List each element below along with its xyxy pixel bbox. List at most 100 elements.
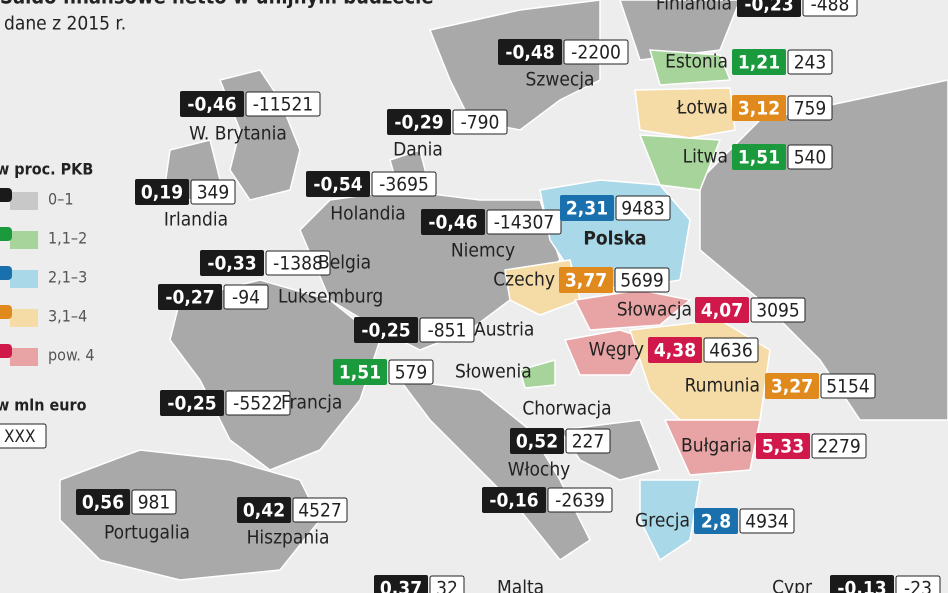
pkb-badge [237,497,291,523]
euro-label: -3695 [379,174,429,196]
euro-label: 349 [197,182,230,204]
euro-box [787,144,833,170]
pkb-badge [135,179,189,205]
pkb-badge [695,297,749,323]
pkb-label: -0,46 [187,94,236,116]
country-name: Słowenia [455,361,532,383]
euro-label: -488 [811,0,850,16]
euro-label: -94 [232,287,260,309]
legend-marker [0,266,12,280]
euro-box [371,171,437,197]
pkb-badge [387,109,451,135]
euro-box [739,508,795,534]
pkb-label: 0,19 [141,182,183,204]
euro-label: -790 [461,112,500,134]
legend-euro-title: w mln euro [0,396,87,415]
legend-label: pow. 4 [48,346,95,365]
pkb-label: 3,27 [771,376,813,398]
pkb-badge [732,49,786,75]
country-name: Austria [474,319,534,341]
pkb-badge [498,39,562,65]
euro-box [895,575,941,593]
euro-box [419,317,475,343]
legend-swatch [10,231,38,249]
euro-box [486,209,562,235]
subtitle: dane z 2015 r. [4,13,126,35]
euro-label: 5154 [826,376,870,398]
legend-title: w proc. PKB [0,160,93,179]
euro-box [131,489,177,515]
country-name: Francja [281,392,342,414]
title: Saldo finansowe netto w unijnym budżecie [0,0,434,9]
euro-box [614,267,670,293]
pkb-badge [756,433,810,459]
euro-box [811,433,867,459]
pkb-label: 1,51 [738,147,780,169]
country-name: Chorwacja [522,398,611,420]
legend-marker [0,227,12,241]
euro-box [802,0,858,17]
pkb-badge [830,575,894,593]
euro-box [225,390,291,416]
legend-swatch [10,192,38,210]
pkb-label: 4,07 [701,300,743,322]
legend-label: 3,1–4 [48,307,87,326]
euro-box [787,95,833,121]
pkb-label: 1,51 [339,362,381,384]
euro-box [245,91,321,117]
euro-label: -11521 [253,94,314,116]
euro-label: -23 [904,578,932,593]
pkb-label: -0,27 [165,287,214,309]
pkb-label: 3,77 [565,270,607,292]
legend-label: 2,1–3 [48,268,87,287]
country-name: Grecja [635,510,690,532]
pkb-badge [648,337,702,363]
pkb-badge [180,91,244,117]
pkb-label: -0,13 [837,578,886,593]
euro-label: 4527 [298,500,342,522]
pkb-badge [732,144,786,170]
legend-marker [0,188,12,202]
euro-box [787,49,833,75]
pkb-label: 0,42 [243,500,285,522]
euro-label: -2200 [571,42,621,64]
country-name: Holandia [330,203,405,225]
pkb-badge [560,195,614,221]
country-name: Finlandia [656,0,732,15]
legend-marker [0,344,12,358]
legend-swatch [10,270,38,288]
pkb-badge [160,390,224,416]
euro-box [563,39,629,65]
country-name: Dania [393,139,443,161]
pkb-label: 2,31 [566,198,608,220]
euro-box [452,109,508,135]
euro-box [703,337,759,363]
pkb-label: -0,54 [313,174,362,196]
pkb-label: -0,29 [394,112,443,134]
pkb-label: 2,8 [701,511,731,533]
country-name: Cypr [772,577,813,593]
pkb-badge [158,284,222,310]
euro-box [388,359,434,385]
euro-label: 32 [436,578,458,593]
euro-label: -14307 [494,212,555,234]
pkb-label: 4,38 [654,340,696,362]
euro-box [265,250,331,276]
pkb-label: -0,23 [744,0,793,16]
euro-label: -1388 [273,253,323,275]
euro-label: -851 [428,320,467,342]
country-name: Włochy [508,459,571,481]
country-name: W. Brytania [189,123,287,145]
country-name: Węgry [589,339,644,361]
euro-label: 243 [794,52,827,74]
euro-box [292,497,348,523]
euro-label: 540 [794,147,827,169]
pkb-label: -0,48 [505,42,554,64]
euro-label: 3095 [756,300,800,322]
euro-box [547,487,613,513]
euro-label: 5699 [620,270,664,292]
country-name: Malta [497,577,544,593]
pkb-label: 0,37 [380,578,422,593]
euro-box [223,284,269,310]
